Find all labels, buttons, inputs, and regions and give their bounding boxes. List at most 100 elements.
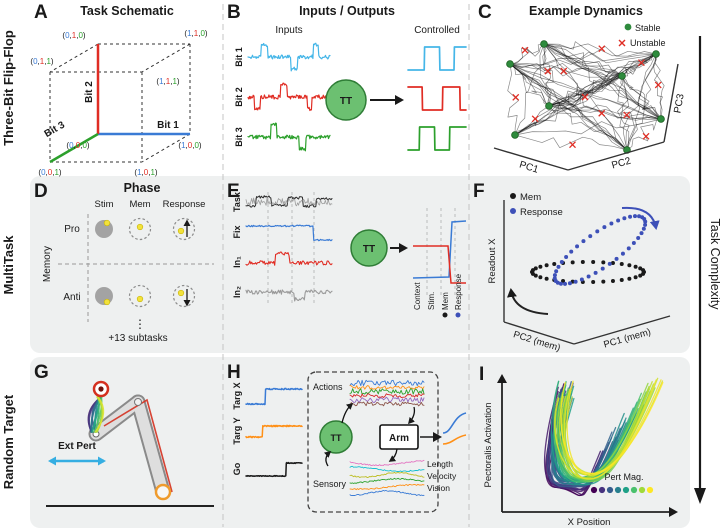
- panel-a-title: Task Schematic: [80, 4, 174, 18]
- dynamics-trajectory: [509, 63, 662, 120]
- unstable-point: [569, 141, 576, 149]
- phase-label-context: Context: [413, 282, 422, 310]
- dynamics-trajectory: [509, 51, 657, 67]
- mem-dot: [638, 273, 643, 278]
- response-dot: [552, 276, 557, 281]
- dynamics-trajectory: [514, 75, 623, 136]
- dynamics-trajectory: [621, 75, 662, 120]
- multitask-output-plot: Context Stim. Mem Response: [412, 208, 467, 318]
- dynamics-trajectory: [543, 43, 662, 120]
- upper-arm: [132, 396, 169, 498]
- bit2-output-trace: [407, 86, 467, 111]
- bit2-axis-label: Bit 2: [84, 81, 95, 103]
- bit1-input-trace: [247, 42, 331, 72]
- response-dot: [573, 279, 578, 284]
- tt-node: [350, 229, 388, 267]
- panel-d-title: Phase: [124, 181, 161, 195]
- cube-vertex-label: (1,0,0): [178, 141, 202, 150]
- pert-mag-label: Pert Mag.: [604, 472, 643, 482]
- unstable-point: [642, 132, 650, 140]
- pc2-axis-label: PC2: [610, 156, 632, 172]
- dynamics-trajectory: [621, 75, 662, 120]
- target-center-dot: [98, 386, 104, 392]
- response-phase-dot: [455, 312, 461, 318]
- sensory-channel-length: Length: [427, 459, 453, 469]
- mem-dot: [619, 262, 624, 267]
- bit1-output-trace: [407, 46, 467, 71]
- closed-loop-box: [307, 371, 439, 513]
- response-dot: [593, 270, 598, 275]
- stable-fixed-points: [506, 40, 665, 154]
- tt-node-label: TT: [331, 433, 342, 443]
- y-axis-label: Pectoralis Activation: [483, 402, 494, 487]
- dynamics-trajectory: [626, 53, 657, 151]
- pert-mag-dot: [630, 486, 638, 494]
- panel-i: I Pectoralis Activation X Position Pert …: [479, 364, 678, 528]
- bit3-axis: [49, 132, 99, 164]
- pro-stim-target-dot: [103, 219, 111, 227]
- mem-dot: [610, 261, 615, 266]
- inputs-label: Inputs: [275, 25, 302, 36]
- dynamics-trajectory: [509, 43, 545, 65]
- tt-node-label: TT: [340, 96, 352, 107]
- dynamics-trajectory: [548, 53, 657, 107]
- response-dot: [581, 239, 586, 244]
- panel-b: B Inputs / Outputs Inputs Controlled Bit…: [227, 2, 467, 152]
- response-dot: [641, 226, 646, 231]
- row-label-random-target: Random Target: [1, 394, 16, 489]
- dynamics-trajectory: [548, 105, 628, 151]
- input-phase-dividers: [267, 192, 315, 304]
- in2-trace: [245, 289, 333, 302]
- row-anti-label: Anti: [63, 292, 80, 303]
- targ-y-label: Targ Y: [232, 417, 242, 444]
- complexity-label: Task Complexity: [708, 219, 720, 311]
- phase-col-stim: Stim: [95, 199, 114, 210]
- output-y-trace: [442, 434, 467, 445]
- mem-dot: [538, 275, 543, 280]
- mem-dot: [610, 278, 615, 283]
- pro-response-target-dot: [177, 227, 185, 235]
- reach-trajectory: [94, 396, 105, 433]
- sensory-trace: [349, 459, 425, 467]
- unstable-legend-label: Unstable: [630, 38, 666, 48]
- response-dot: [554, 269, 559, 274]
- task-trace-2: [245, 197, 333, 207]
- x-axis-label: X Position: [568, 517, 611, 528]
- action-trace: [349, 396, 425, 404]
- response-dot: [595, 229, 600, 234]
- controlled-label: Controlled: [414, 25, 460, 36]
- response-dot: [631, 241, 636, 246]
- mem-dot: [544, 276, 549, 281]
- actions-to-arm-arrow: [408, 406, 416, 425]
- go-label: Go: [232, 462, 242, 475]
- response-dot: [563, 281, 568, 286]
- row-bg-random-target: [30, 357, 690, 528]
- fix-trace-label: Fix: [232, 225, 242, 238]
- phase-col-response: Response: [163, 199, 206, 210]
- pro-response-circle: [172, 217, 196, 241]
- action-trace: [349, 393, 425, 398]
- targ-x-label: Targ X: [232, 382, 242, 409]
- response-legend-dot: [510, 208, 516, 214]
- reach-trajectory: [93, 396, 103, 433]
- unstable-point: [581, 93, 589, 101]
- unstable-point: [531, 115, 539, 123]
- panel-e: E Task Fix In₁ In₂ TT Context Stim. Mem …: [227, 181, 467, 318]
- action-trace: [349, 401, 425, 407]
- in2-trace-label: In₂: [232, 286, 242, 298]
- panel-letter-d: D: [34, 181, 48, 202]
- cube-edges: [49, 43, 191, 163]
- ext-pert-label: Ext Pert: [58, 441, 96, 452]
- action-trace: [349, 379, 425, 387]
- action-trace: [349, 384, 425, 390]
- pert-mag-dot: [598, 486, 606, 494]
- anti-mem-target-dot: [136, 295, 144, 303]
- target-input-traces: [245, 387, 303, 478]
- stable-point: [540, 40, 548, 48]
- task-trace: [245, 195, 333, 208]
- panel-c-title: Example Dynamics: [529, 4, 643, 18]
- response-dot: [616, 218, 621, 223]
- panel-a: A Task Schematic Bit 1 Bit 2 Bit 3 (0,1,…: [30, 2, 208, 177]
- response-dots: [552, 214, 648, 286]
